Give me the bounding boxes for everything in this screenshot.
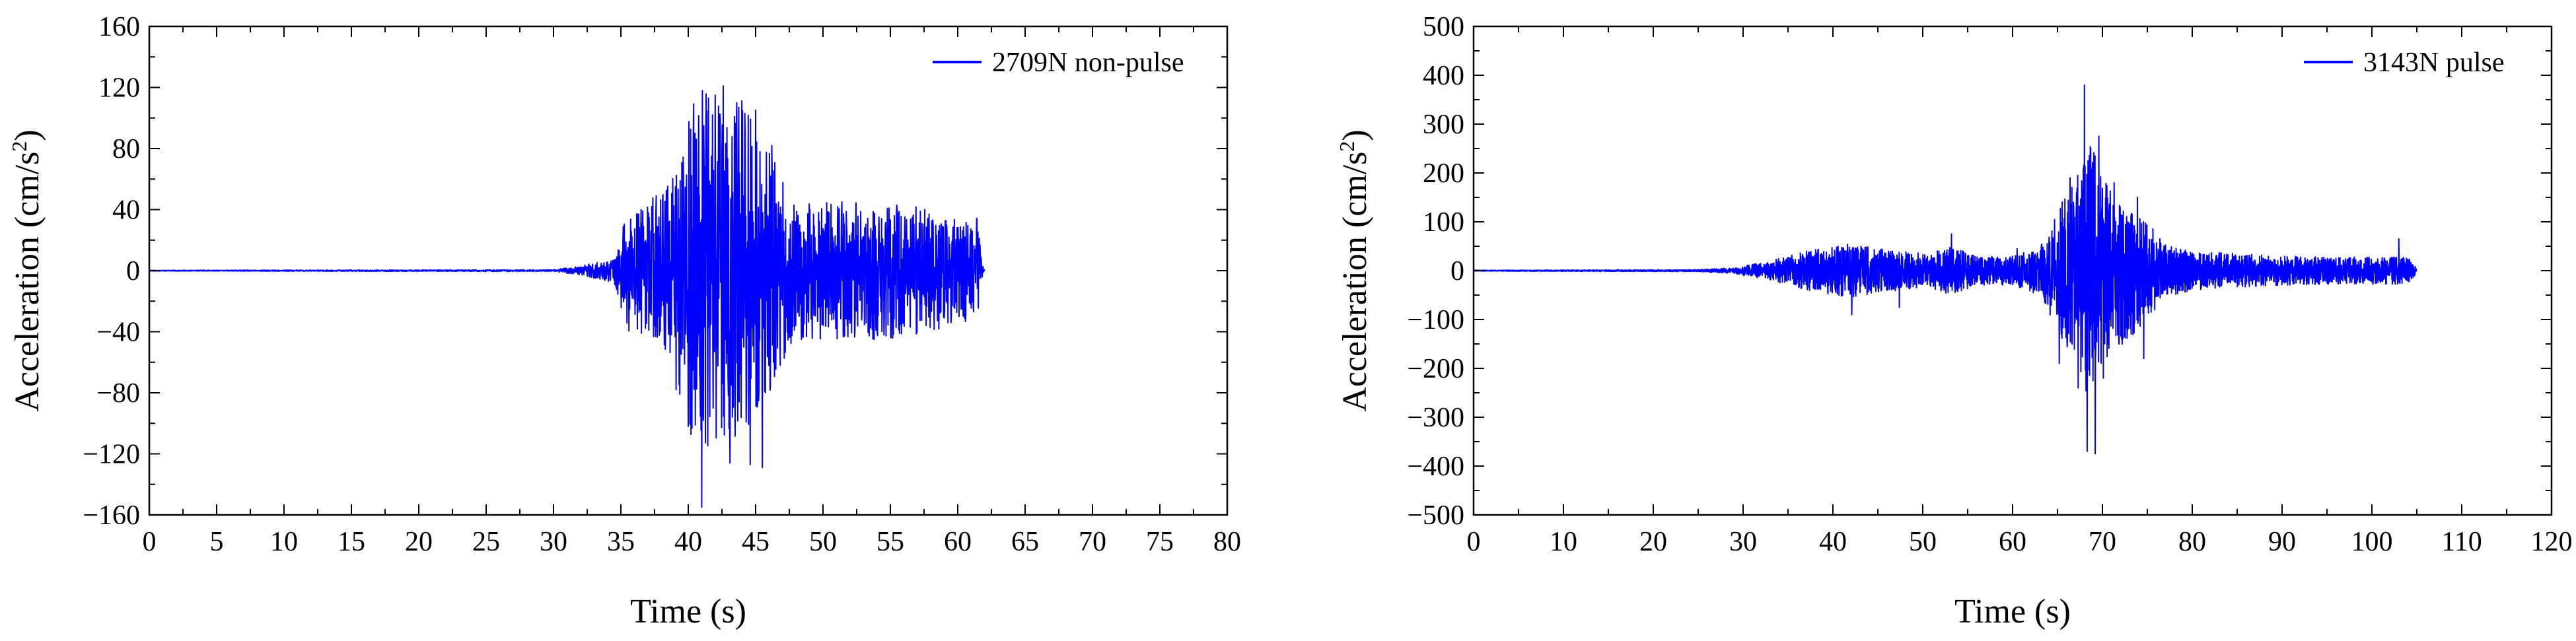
y-tick-label: −80 bbox=[96, 378, 140, 409]
y-tick-label: −400 bbox=[1407, 452, 1464, 482]
axis-ticks: 0 5 10 15 20 25 30 35 40 45 50 55 60 65 70 75 80 −160 −120… bbox=[83, 12, 1241, 557]
right-chart: 0 10 20 30 40 50 60 70 80 90 100 110 120−500−400−300… bbox=[1335, 12, 2573, 630]
x-tick-label: 80 bbox=[1213, 527, 1241, 557]
y-tick-label: −200 bbox=[1407, 354, 1464, 384]
y-tick-label: −120 bbox=[83, 440, 140, 470]
x-tick-label: 60 bbox=[944, 527, 972, 557]
y-tick-label: 120 bbox=[98, 73, 140, 104]
left-chart: 0 5 10 15 20 25 30 35 40 45 50 55 60 65 70 75 80−160−120… bbox=[7, 12, 1241, 630]
y-tick-label: 500 bbox=[1423, 12, 1464, 42]
x-tick-label: 30 bbox=[1729, 527, 1757, 557]
y-tick-label: 40 bbox=[112, 195, 140, 226]
x-tick-label: 80 bbox=[2178, 527, 2206, 557]
y-tick-label: 400 bbox=[1423, 61, 1464, 91]
x-tick-label: 110 bbox=[2441, 527, 2482, 557]
x-tick-label: 50 bbox=[1909, 527, 1937, 557]
y-axis-label-text: Acceleration (cm/s bbox=[1336, 152, 1374, 412]
legend: 2709N non-pulse bbox=[933, 48, 1184, 78]
y-tick-label: −40 bbox=[96, 318, 140, 348]
x-tick-label: 15 bbox=[338, 527, 365, 557]
x-tick-label: 35 bbox=[607, 527, 635, 557]
x-tick-label: 55 bbox=[877, 527, 904, 557]
x-tick-label: 70 bbox=[1079, 527, 1106, 557]
x-tick-label: 20 bbox=[405, 527, 433, 557]
x-tick-label: 25 bbox=[472, 527, 500, 557]
x-tick-label: 75 bbox=[1146, 527, 1174, 557]
x-tick-label: 65 bbox=[1011, 527, 1039, 557]
y-tick-label: −300 bbox=[1407, 403, 1464, 433]
x-axis-label: Time (s) bbox=[1954, 593, 2071, 630]
y-tick-label: 80 bbox=[112, 134, 140, 164]
y-axis-label: Acceleration (cm/s2) bbox=[7, 129, 46, 411]
plot-area bbox=[148, 25, 1229, 516]
axis-ticks: 0 10 20 30 40 50 60 70 80 90 100 110 120 −500 −400 −300… bbox=[1407, 12, 2572, 557]
x-tick-label: 40 bbox=[674, 527, 702, 557]
y-axis-label-text: Acceleration (cm/s bbox=[9, 152, 46, 412]
legend-label: 3143N pulse bbox=[2363, 48, 2505, 78]
acceleration-trace bbox=[1474, 84, 2417, 455]
y-axis-label-superscript: 2 bbox=[1335, 141, 1359, 152]
legend: 3143N pulse bbox=[2304, 48, 2505, 78]
x-tick-label: 0 bbox=[143, 527, 157, 557]
x-tick-label: 10 bbox=[1550, 527, 1577, 557]
x-tick-label: 0 bbox=[1467, 527, 1481, 557]
y-axis-label-close: ) bbox=[1336, 129, 1374, 141]
y-tick-label: 0 bbox=[126, 256, 140, 287]
plot-area bbox=[1472, 25, 2553, 516]
y-tick-label: 0 bbox=[1450, 256, 1464, 287]
x-tick-label: 50 bbox=[809, 527, 837, 557]
x-tick-label: 45 bbox=[742, 527, 769, 557]
y-tick-label: 200 bbox=[1423, 158, 1464, 189]
y-axis-label-close: ) bbox=[9, 129, 46, 141]
x-tick-label: 5 bbox=[210, 527, 224, 557]
legend-label: 2709N non-pulse bbox=[992, 48, 1184, 78]
y-axis-label: Acceleration (cm/s2) bbox=[1335, 129, 1374, 411]
y-tick-label: −500 bbox=[1407, 500, 1464, 531]
acceleration-trace bbox=[149, 85, 985, 508]
x-tick-label: 90 bbox=[2268, 527, 2296, 557]
y-tick-label: 300 bbox=[1423, 110, 1464, 140]
y-tick-label: 100 bbox=[1423, 207, 1464, 238]
y-tick-label: 160 bbox=[98, 12, 140, 42]
x-tick-label: 100 bbox=[2351, 527, 2393, 557]
x-tick-label: 70 bbox=[2089, 527, 2116, 557]
x-tick-label: 120 bbox=[2531, 527, 2573, 557]
x-tick-label: 40 bbox=[1819, 527, 1847, 557]
x-tick-label: 10 bbox=[270, 527, 298, 557]
x-axis-label: Time (s) bbox=[630, 593, 746, 630]
x-tick-label: 20 bbox=[1639, 527, 1667, 557]
y-axis-label-superscript: 2 bbox=[7, 141, 31, 152]
x-tick-label: 30 bbox=[540, 527, 567, 557]
y-tick-label: −160 bbox=[83, 500, 140, 531]
y-tick-label: −100 bbox=[1407, 305, 1464, 335]
x-tick-label: 60 bbox=[1999, 527, 2026, 557]
